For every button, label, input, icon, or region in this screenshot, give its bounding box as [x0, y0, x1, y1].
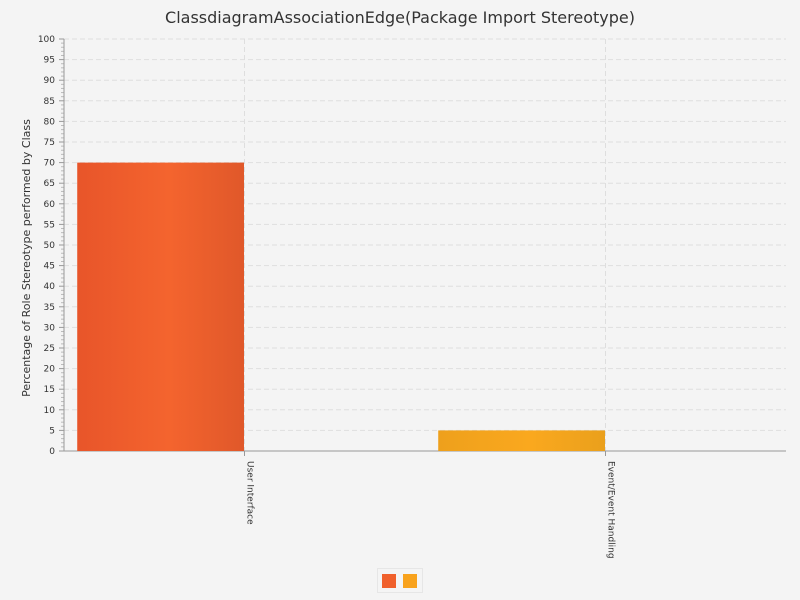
- y-tick-label: 95: [44, 56, 55, 66]
- x-category-label: User Interface: [245, 461, 255, 525]
- y-tick-label: 20: [44, 365, 56, 375]
- y-tick-label: 5: [49, 426, 55, 436]
- legend: [377, 568, 423, 593]
- y-tick-label: 75: [44, 138, 55, 148]
- y-tick-label: 40: [44, 282, 56, 292]
- labels: 0 5 10 15 20 25 30 35 40 45 50 55 60 65 70 75 80 85 90 95 10…: [38, 35, 616, 559]
- y-tick-label: 60: [44, 200, 56, 210]
- y-tick-label: 80: [44, 117, 56, 127]
- x-category-label: Event/Event Handling: [606, 461, 616, 559]
- y-axis-title: Percentage of Role Stereotype performed …: [20, 119, 33, 397]
- legend-swatch-event-handling: [403, 574, 417, 588]
- bar-user-interface[interactable]: [77, 162, 244, 451]
- y-tick-label: 0: [49, 447, 55, 457]
- y-tick-label: 10: [44, 406, 56, 416]
- y-tick-label: 90: [44, 76, 56, 86]
- y-tick-label: 65: [44, 179, 55, 189]
- y-tick-label: 55: [44, 220, 55, 230]
- y-tick-label: 70: [44, 159, 56, 169]
- y-tick-label: 30: [44, 323, 56, 333]
- y-tick-label: 50: [44, 241, 56, 251]
- bar-event-event-handling[interactable]: [438, 430, 605, 451]
- legend-swatch-user-interface: [382, 574, 396, 588]
- y-tick-label: 35: [44, 303, 55, 313]
- y-tick-label: 100: [38, 35, 55, 45]
- y-tick-label: 45: [44, 262, 55, 272]
- y-tick-label: 25: [44, 344, 55, 354]
- chart-title: ClassdiagramAssociationEdge(Package Impo…: [165, 8, 635, 27]
- y-tick-label: 85: [44, 97, 55, 107]
- y-tick-label: 15: [44, 385, 55, 395]
- bars: [77, 162, 605, 451]
